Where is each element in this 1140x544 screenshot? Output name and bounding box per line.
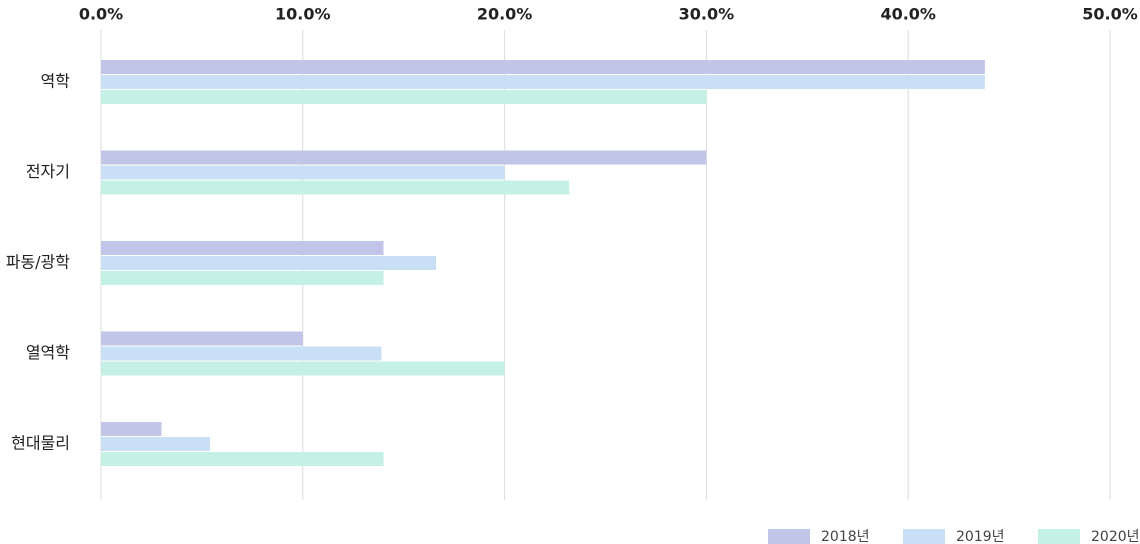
bar-2-2 bbox=[101, 165, 505, 180]
bars bbox=[101, 60, 985, 466]
x-tick-label: 30.0% bbox=[679, 5, 735, 24]
bar-1-1 bbox=[101, 60, 985, 74]
x-tick-label: 0.0% bbox=[79, 5, 123, 24]
bar-3-1 bbox=[101, 90, 707, 104]
bar-1-4 bbox=[101, 331, 303, 346]
bar-2-4 bbox=[101, 346, 382, 361]
legend-label: 2019년 bbox=[956, 529, 1005, 544]
legend-swatch bbox=[1038, 529, 1080, 544]
bar-1-5 bbox=[101, 422, 162, 436]
bar-3-3 bbox=[101, 271, 384, 285]
x-tick-label: 50.0% bbox=[1082, 5, 1138, 24]
x-tick-label: 10.0% bbox=[275, 5, 331, 24]
bar-2-5 bbox=[101, 437, 210, 451]
category-label: 전자기 bbox=[26, 162, 70, 181]
bar-1-2 bbox=[101, 150, 707, 165]
legend-swatch bbox=[903, 529, 945, 544]
category-label: 파동/광학 bbox=[6, 253, 71, 272]
legend-label: 2020년 bbox=[1091, 529, 1140, 544]
gridlines bbox=[100, 30, 1111, 500]
x-axis-ticks: 0.0% 10.0% 20.0% 30.0% 40.0% 50.0% bbox=[79, 5, 1138, 24]
bar-3-4 bbox=[101, 361, 505, 376]
category-label: 역학 bbox=[41, 72, 71, 91]
legend-label: 2018년 bbox=[821, 529, 870, 544]
x-tick-label: 40.0% bbox=[880, 5, 936, 24]
legend-swatch bbox=[768, 529, 810, 544]
bar-1-3 bbox=[101, 241, 384, 255]
legend: 2018년 2019년 2020년 bbox=[768, 529, 1140, 544]
category-label: 열역학 bbox=[26, 343, 70, 362]
bar-3-2 bbox=[101, 180, 570, 195]
bar-2-3 bbox=[101, 256, 436, 270]
x-tick-label: 20.0% bbox=[477, 5, 533, 24]
bar-2-1 bbox=[101, 75, 985, 89]
bar-3-5 bbox=[101, 452, 384, 466]
category-label: 현대물리 bbox=[11, 434, 70, 453]
